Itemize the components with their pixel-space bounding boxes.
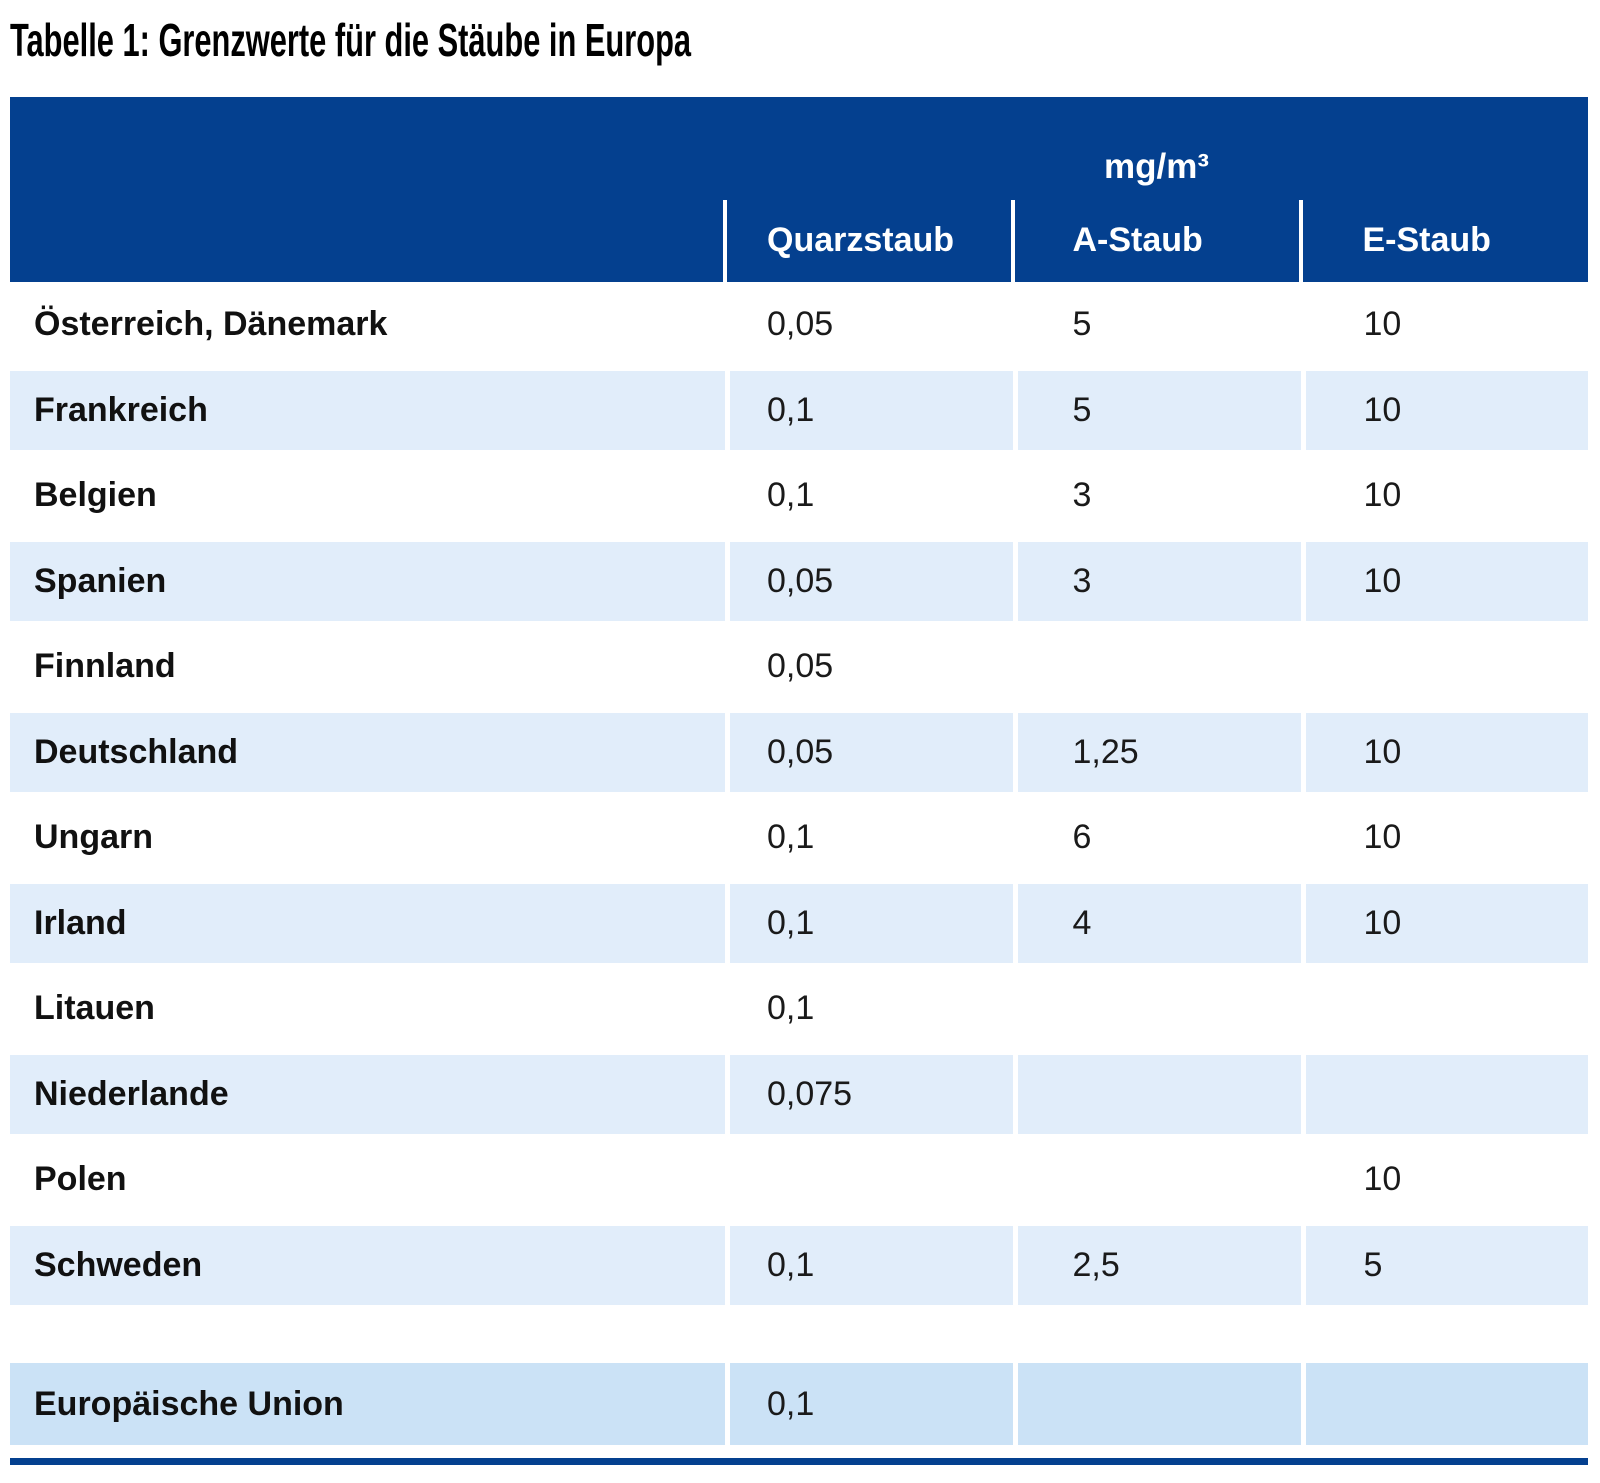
country-cell: Ungarn	[34, 818, 153, 857]
e-staub-cell	[1300, 1363, 1588, 1445]
e-staub-cell: 10	[1300, 712, 1588, 792]
table-row: Deutschland 0,05 1,25 10	[10, 709, 1588, 795]
country-cell: Irland	[10, 883, 725, 963]
table-row: Ungarn 0,1 6 10	[10, 795, 1588, 881]
a-staub-cell	[1012, 1137, 1301, 1223]
e-staub-cell: 10	[1300, 453, 1589, 539]
table-caption-wrap: Tabelle 1: Grenzwerte für die Stäube in …	[10, 0, 1588, 97]
table-body: Österreich, Dänemark 0,05 5 10 Frankreich 0,1…	[10, 282, 1588, 1308]
column-separator	[1010, 200, 1015, 282]
table-row: Schweden 0,1 2,5 5	[10, 1222, 1588, 1308]
quarzstaub-cell: 0,075	[725, 1054, 1013, 1134]
limits-table: mg/m³ Quarzstaub A-Staub E-Staub Österre…	[10, 97, 1588, 1465]
e-staub-cell: 10	[1300, 541, 1588, 621]
table-row: Litauen 0,1	[10, 966, 1588, 1052]
a-staub-cell: 3	[1012, 453, 1301, 539]
quarzstaub-cell: 0,05	[725, 541, 1013, 621]
table-row: Niederlande 0,075	[10, 1051, 1588, 1137]
a-staub-cell	[1012, 966, 1301, 1052]
quarzstaub-cell: 0,1	[725, 883, 1013, 963]
quarzstaub-cell	[725, 1137, 1013, 1223]
a-staub-cell: 5	[1012, 370, 1301, 450]
country-cell: Polen	[34, 1160, 127, 1199]
table-row: Frankreich 0,1 5 10	[10, 367, 1588, 453]
eu-footer-row: Europäische Union 0,1	[10, 1363, 1588, 1445]
country-cell: Österreich, Dänemark	[34, 305, 388, 344]
e-staub-cell: 10	[1300, 1137, 1589, 1223]
a-staub-cell: 1,25	[1012, 712, 1301, 792]
quarzstaub-cell: 0,05	[725, 712, 1013, 792]
column-separator	[1298, 200, 1303, 282]
a-staub-cell	[1012, 1363, 1301, 1445]
country-cell: Belgien	[34, 476, 157, 515]
e-staub-cell: 10	[1300, 883, 1588, 963]
country-cell: Europäische Union	[10, 1363, 725, 1445]
column-header-row: Quarzstaub A-Staub E-Staub	[10, 221, 1588, 260]
quarzstaub-cell: 0,1	[725, 1363, 1013, 1445]
table-row: Irland 0,1 4 10	[10, 880, 1588, 966]
table-row: Polen 10	[10, 1137, 1588, 1223]
column-header-quarzstaub: Quarzstaub	[767, 221, 955, 259]
e-staub-cell	[1300, 624, 1589, 710]
table-row: Österreich, Dänemark 0,05 5 10	[10, 282, 1588, 368]
country-cell: Litauen	[34, 989, 155, 1028]
quarzstaub-cell: 0,1	[725, 966, 1013, 1052]
e-staub-cell	[1300, 1054, 1588, 1134]
unit-header: mg/m³	[1104, 147, 1209, 186]
e-staub-cell: 10	[1300, 282, 1589, 368]
country-cell: Finnland	[34, 647, 176, 686]
country-cell: Schweden	[10, 1225, 725, 1305]
table-header: mg/m³ Quarzstaub A-Staub E-Staub	[10, 97, 1588, 282]
a-staub-cell: 4	[1012, 883, 1301, 963]
a-staub-cell: 3	[1012, 541, 1301, 621]
table-row: Belgien 0,1 3 10	[10, 453, 1588, 539]
quarzstaub-cell: 0,1	[725, 453, 1013, 539]
column-header-a-staub: A-Staub	[1072, 221, 1203, 259]
country-cell: Niederlande	[10, 1054, 725, 1134]
e-staub-cell: 5	[1300, 1225, 1588, 1305]
country-column-header	[10, 221, 725, 260]
country-cell: Deutschland	[10, 712, 725, 792]
e-staub-cell	[1300, 966, 1589, 1052]
e-staub-cell: 10	[1300, 795, 1589, 881]
e-staub-cell: 10	[1300, 370, 1588, 450]
bottom-rule	[10, 1458, 1588, 1465]
quarzstaub-cell: 0,05	[725, 624, 1013, 710]
table-row: Finnland 0,05	[10, 624, 1588, 710]
column-separator	[723, 200, 727, 282]
quarzstaub-cell: 0,1	[725, 370, 1013, 450]
a-staub-cell: 5	[1012, 282, 1301, 368]
a-staub-cell: 2,5	[1012, 1225, 1301, 1305]
a-staub-cell	[1012, 624, 1301, 710]
a-staub-cell	[1012, 1054, 1301, 1134]
country-cell: Frankreich	[10, 370, 725, 450]
column-header-e-staub: E-Staub	[1362, 221, 1491, 259]
quarzstaub-cell: 0,05	[725, 282, 1013, 368]
country-cell: Spanien	[10, 541, 725, 621]
quarzstaub-cell: 0,1	[725, 795, 1013, 881]
table-row: Spanien 0,05 3 10	[10, 538, 1588, 624]
quarzstaub-cell: 0,1	[725, 1225, 1013, 1305]
table-caption: Tabelle 1: Grenzwerte für die Stäube in …	[10, 14, 692, 66]
a-staub-cell: 6	[1012, 795, 1301, 881]
